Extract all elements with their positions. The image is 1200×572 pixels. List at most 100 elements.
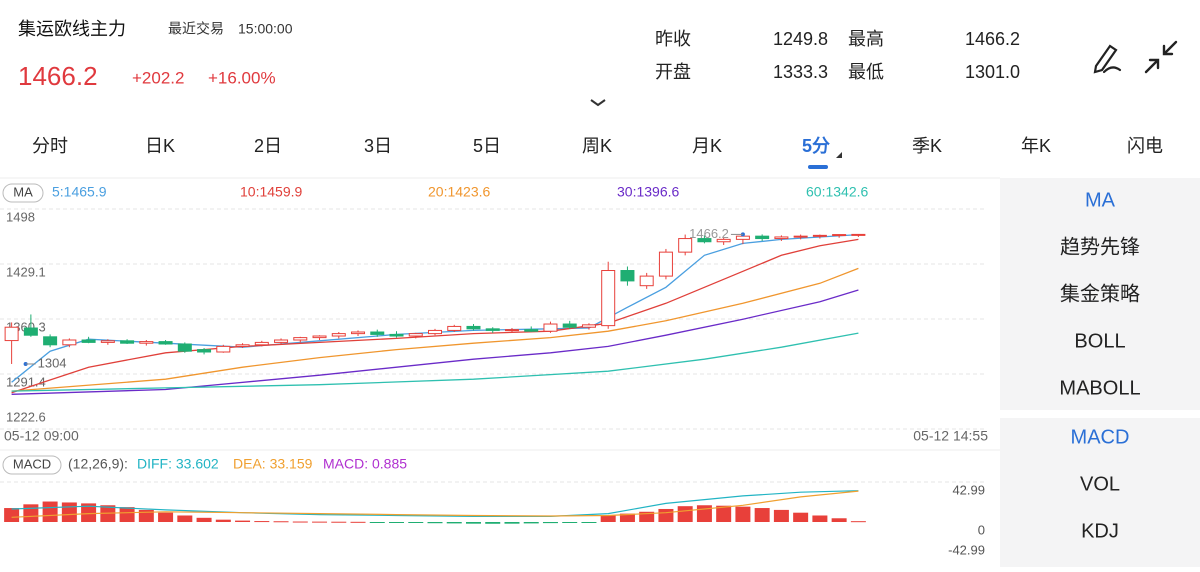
max-marker-label: 1466.2 [689, 226, 729, 241]
candle-body [851, 233, 866, 236]
ma-line [11, 289, 859, 395]
side-menu-item[interactable]: KDJ [1081, 520, 1119, 542]
macd-bar [119, 507, 135, 522]
stat-value: 1466.2 [965, 29, 1020, 49]
macd-bar [292, 521, 308, 523]
candle-body [254, 341, 269, 346]
period-tab[interactable]: 周K [582, 136, 612, 156]
stat-label: 昨收 [655, 29, 691, 49]
candle-body [389, 333, 404, 337]
macd-legend: MACD: 0.885 [323, 456, 407, 472]
ma-legend: 5:1465.9 [52, 184, 107, 200]
macd-bar [389, 522, 405, 523]
y-tick-label: 1498 [6, 209, 35, 224]
side-panel [1000, 178, 1200, 567]
candle-body [447, 325, 462, 331]
ma-legend: 10:1459.9 [240, 184, 302, 200]
candle-body [408, 333, 423, 337]
side-menu-item[interactable]: MABOLL [1059, 377, 1140, 399]
candle-body [81, 339, 96, 343]
side-menu-item[interactable]: MA [1085, 189, 1116, 211]
side-menu-item[interactable]: 集金策略 [1060, 282, 1140, 305]
side-divider [1000, 410, 1200, 418]
last-price: 1466.2 [18, 61, 98, 91]
tab-underline [808, 165, 828, 169]
indicator-chip[interactable] [2, 183, 44, 203]
macd-bar [735, 506, 751, 522]
candle-body [100, 340, 115, 343]
expand-chevron[interactable] [590, 99, 606, 107]
stat-label: 开盘 [655, 62, 691, 82]
macd-bar [273, 521, 289, 523]
collapse-icon[interactable] [1144, 40, 1178, 74]
candle-body [197, 349, 212, 353]
period-tab[interactable]: 5分 [802, 136, 830, 156]
stat-label: 最高 [848, 29, 884, 49]
start-time: 05-12 09:00 [4, 428, 79, 444]
candle-body [4, 326, 19, 342]
period-tab[interactable]: 5日 [473, 136, 501, 156]
side-menu-item[interactable]: MACD [1071, 426, 1130, 448]
macd-bar [542, 522, 558, 524]
indicator-label: MA [13, 184, 33, 199]
macd-bar [831, 518, 847, 522]
period-tab[interactable]: 3日 [364, 136, 392, 156]
macd-bar [196, 517, 212, 522]
candle-body [678, 238, 693, 253]
candle-body [139, 341, 154, 344]
candle-body [581, 324, 596, 328]
y-tick-label: 0 [978, 522, 985, 537]
candle-body [62, 339, 77, 346]
macd-bar [658, 508, 674, 522]
macd-bar [23, 504, 39, 522]
macd-bar [793, 512, 809, 522]
macd-bar [177, 515, 193, 522]
macd-bar [504, 522, 520, 524]
macd-bar [369, 522, 385, 523]
macd-bar [812, 515, 828, 522]
candle-body [755, 235, 770, 240]
period-tab[interactable]: 分时 [32, 136, 68, 156]
period-tab[interactable]: 日K [145, 136, 175, 156]
min-marker-label: 1304 [38, 355, 67, 370]
stat-value: 1301.0 [965, 62, 1020, 82]
macd-bar [61, 502, 77, 522]
candle-body [697, 238, 712, 243]
candle-body [524, 329, 539, 332]
macd-bar [446, 522, 462, 524]
diff-legend: DIFF: 33.602 [137, 456, 219, 472]
draw-icon[interactable] [1093, 44, 1122, 74]
candle-body [466, 325, 481, 330]
dea-line [11, 490, 859, 518]
candle-body [832, 234, 847, 237]
macd-bar [600, 515, 616, 522]
macd-bar [562, 522, 578, 523]
candle-body [312, 335, 327, 339]
macd-bar [677, 506, 693, 522]
candle-body [620, 270, 635, 282]
period-tab[interactable]: 2日 [254, 136, 282, 156]
side-menu-item[interactable]: 趋势先锋 [1060, 235, 1140, 258]
indicator-chip[interactable] [2, 455, 62, 475]
macd-bar [427, 522, 443, 524]
period-tab[interactable]: 季K [912, 136, 942, 156]
macd-bar [215, 519, 231, 522]
macd-bar [581, 522, 597, 523]
candle-body [351, 331, 366, 335]
macd-bar [254, 521, 270, 523]
stat-value: 1249.8 [773, 29, 828, 49]
side-menu-item[interactable]: VOL [1080, 473, 1120, 495]
period-tab[interactable]: 年K [1021, 136, 1051, 156]
macd-bar [235, 520, 251, 522]
period-tab[interactable]: 闪电 [1127, 136, 1163, 156]
candle-body [639, 275, 654, 287]
candle-body [658, 251, 673, 277]
period-tab[interactable]: 月K [692, 136, 722, 156]
candle-body [774, 236, 789, 240]
macd-bar [850, 521, 866, 523]
candle-body [716, 238, 731, 243]
side-menu-item[interactable]: BOLL [1074, 330, 1125, 352]
macd-params: (12,26,9): [68, 456, 128, 472]
ma-line [11, 267, 859, 392]
indicator-label: MACD [13, 456, 51, 471]
